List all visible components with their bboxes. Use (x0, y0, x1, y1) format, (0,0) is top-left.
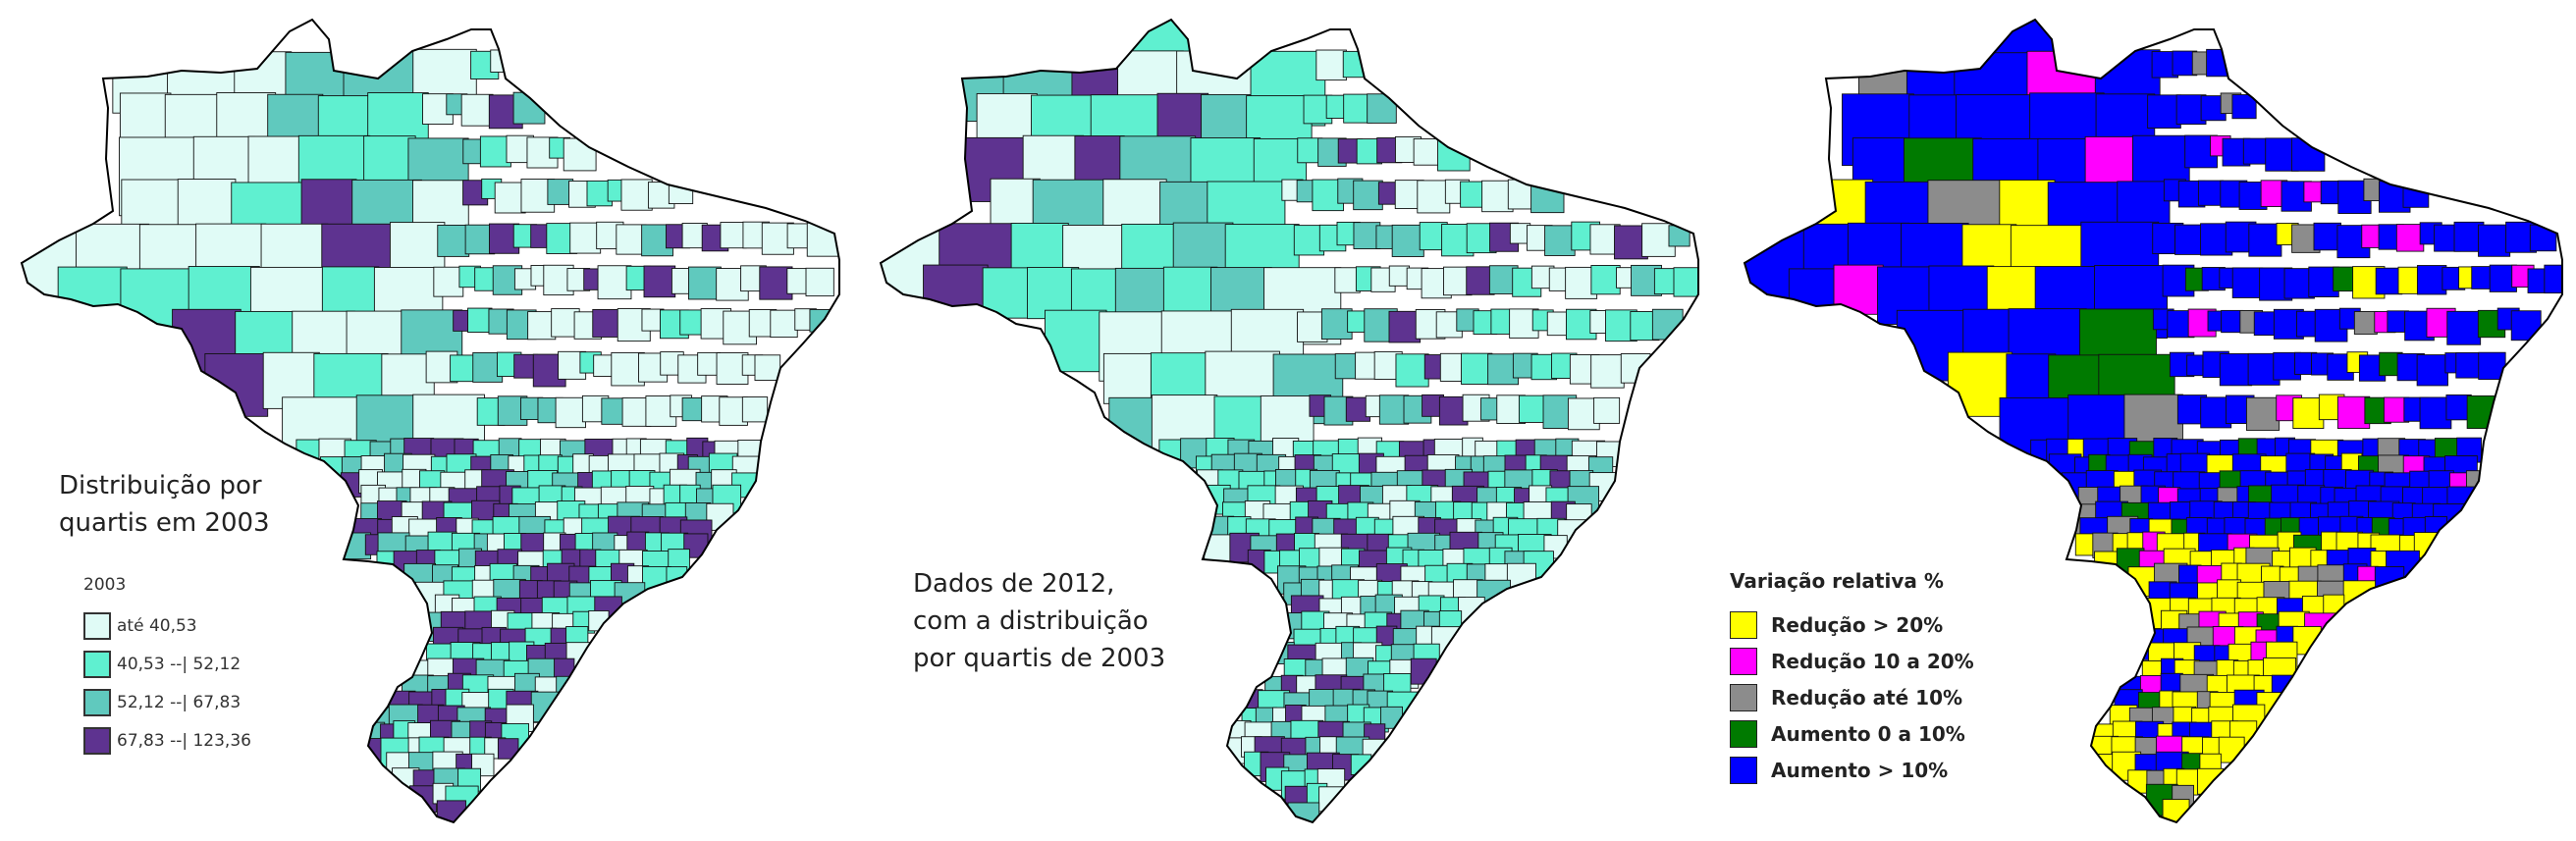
brazil-map-2012 (879, 18, 1699, 824)
map-2012-quartis-2003 (859, 0, 1723, 841)
legend-item: Aumento > 10% (1730, 752, 1974, 788)
caption-line: por quartis de 2003 (913, 644, 1166, 673)
legend-item: Redução 10 a 20% (1730, 643, 1974, 679)
legend-item: 40,53 --| 52,12 (83, 645, 251, 683)
legend-item: até 40,53 (83, 606, 251, 645)
caption-line: quartis em 2003 (59, 508, 270, 538)
legend-swatch (1730, 647, 1757, 675)
caption-line: Distribuição por (59, 471, 262, 500)
legend-item: Redução > 20% (1730, 606, 1974, 643)
map-variacao-relativa (1723, 0, 2576, 841)
legend-swatch (1730, 610, 1757, 639)
legend-title: Variação relativa % (1730, 569, 1944, 593)
map-2003-quartis (0, 0, 864, 841)
country-border (1743, 18, 2563, 824)
brazil-map-2003 (20, 18, 840, 824)
municipality-cells (881, 20, 1698, 822)
legend-2003: 2003 até 40,53 40,53 --| 52,12 52,12 --|… (83, 575, 251, 760)
legend-label: até 40,53 (117, 615, 197, 636)
legend-swatch (1730, 683, 1757, 711)
legend-swatch (1730, 719, 1757, 748)
legend-title: 2003 (83, 575, 127, 595)
country-border (879, 18, 1699, 824)
legend-swatch (83, 650, 111, 678)
legend-swatch (83, 726, 111, 755)
legend-item: 52,12 --| 67,83 (83, 683, 251, 721)
legend-label: 52,12 --| 67,83 (117, 692, 242, 712)
legend-label: Redução > 20% (1771, 612, 1944, 637)
legend-label: 67,83 --| 123,36 (117, 730, 251, 751)
legend-swatch (83, 611, 111, 640)
legend-item: Aumento 0 a 10% (1730, 715, 1974, 752)
legend-label: Redução até 10% (1771, 685, 1963, 710)
caption-line: com a distribuição (913, 606, 1149, 636)
caption-line: Dados de 2012, (913, 569, 1115, 599)
legend-swatch (83, 688, 111, 716)
legend-variacao: Variação relativa % Redução > 20% Reduçã… (1730, 569, 1974, 788)
legend-label: 40,53 --| 52,12 (117, 654, 242, 674)
country-border (20, 18, 840, 824)
legend-item: 67,83 --| 123,36 (83, 721, 251, 760)
caption-map2: Dados de 2012, com a distribuição por qu… (913, 565, 1165, 677)
legend-item: Redução até 10% (1730, 679, 1974, 715)
legend-label: Aumento > 10% (1771, 758, 1949, 782)
brazil-map-variacao (1743, 18, 2563, 824)
legend-label: Aumento 0 a 10% (1771, 721, 1965, 746)
legend-swatch (1730, 756, 1757, 784)
caption-map1: Distribuição por quartis em 2003 (59, 467, 270, 542)
legend-label: Redução 10 a 20% (1771, 649, 1974, 673)
